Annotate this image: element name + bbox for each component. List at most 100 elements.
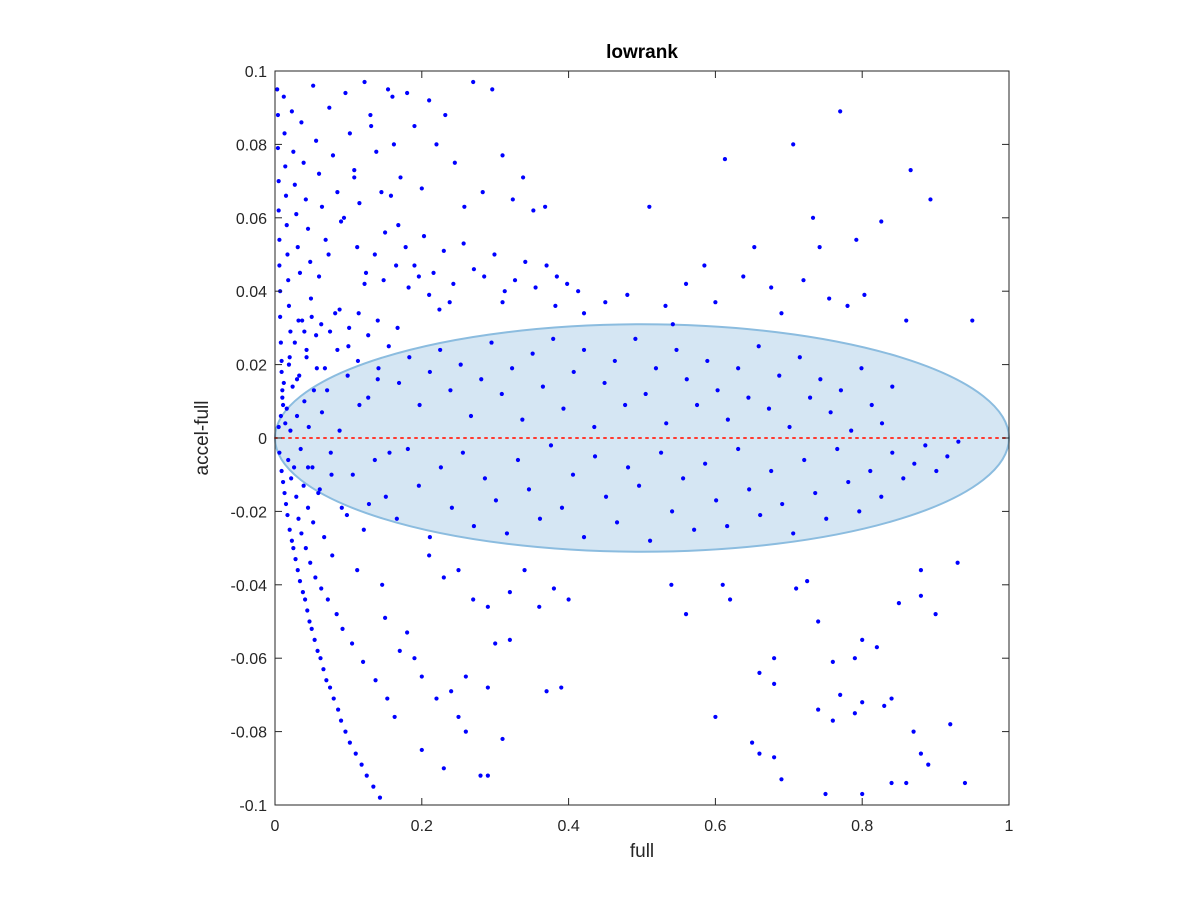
scatter-point: [311, 388, 317, 393]
scatter-point: [456, 568, 461, 573]
scatter-point: [385, 696, 390, 701]
scatter-point: [441, 766, 446, 771]
scatter-point: [934, 468, 939, 474]
scatter-point: [416, 483, 421, 488]
scatter-point: [388, 193, 394, 198]
scatter-point: [427, 98, 432, 103]
scatter-point: [926, 762, 931, 767]
scatter-point: [576, 289, 581, 294]
scatter-point: [327, 685, 333, 690]
scatter-point: [802, 457, 807, 463]
scatter-point: [544, 689, 549, 694]
scatter-point: [285, 252, 290, 257]
x-tick-label: 0.2: [411, 818, 433, 835]
scatter-point: [507, 590, 512, 595]
scatter-point: [502, 289, 507, 294]
scatter-point: [335, 190, 340, 195]
scatter-point: [277, 263, 282, 268]
scatter-point: [448, 388, 453, 393]
scatter-point: [566, 597, 571, 602]
scatter-point: [561, 406, 566, 411]
scatter-point: [427, 292, 432, 297]
scatter-point: [316, 171, 322, 176]
y-tick-label: -0.02: [231, 504, 268, 521]
scatter-point: [353, 751, 358, 756]
scatter-point: [335, 347, 340, 353]
scatter-point: [277, 237, 282, 242]
scatter-point: [288, 428, 293, 433]
scatter-point: [417, 402, 422, 408]
y-tick-label: 0.02: [236, 358, 267, 375]
scatter-point: [510, 197, 515, 202]
scatter-point: [294, 377, 300, 382]
scatter-point: [398, 175, 403, 180]
scatter-point: [471, 597, 476, 602]
scatter-point: [311, 520, 316, 525]
scatter-point: [362, 79, 367, 85]
scatter-point: [343, 729, 348, 734]
scatter-point: [684, 377, 689, 382]
scatter-point: [722, 156, 728, 162]
scatter-point: [780, 501, 785, 507]
scatter-point: [904, 780, 909, 786]
scatter-point: [366, 395, 371, 400]
scatter-point: [769, 285, 774, 290]
scatter-point: [551, 336, 556, 342]
scatter-point: [308, 560, 313, 565]
scatter-point: [279, 369, 284, 375]
scatter-point: [537, 604, 542, 609]
scatter-point: [293, 557, 298, 562]
scatter-point: [683, 281, 689, 286]
scatter-point: [285, 512, 290, 518]
scatter-point: [443, 112, 448, 118]
scatter-point: [309, 314, 314, 319]
scatter-point: [603, 300, 608, 305]
scatter-point: [918, 568, 924, 573]
scatter-point: [901, 476, 906, 481]
scatter-point: [275, 112, 281, 118]
scatter-point: [349, 641, 355, 646]
scatter-point: [319, 322, 324, 327]
scatter-point: [482, 476, 488, 481]
scatter-point: [756, 344, 761, 349]
scatter-point: [827, 296, 832, 301]
scatter-point: [713, 300, 718, 305]
scatter-point: [372, 457, 377, 463]
scatter-point: [290, 384, 295, 389]
scatter-point: [375, 318, 380, 323]
scatter-point: [462, 204, 467, 209]
scatter-point: [286, 362, 292, 367]
scatter-point: [736, 446, 741, 452]
scatter-point: [890, 450, 895, 455]
scatter-point: [321, 667, 326, 672]
scatter-point: [286, 457, 291, 463]
scatter-point: [559, 505, 565, 510]
scatter-point: [375, 377, 380, 382]
y-tick-label: -0.06: [231, 651, 268, 668]
scatter-point: [333, 311, 338, 316]
scatter-point: [282, 490, 287, 496]
scatter-point: [421, 234, 427, 239]
scatter-point: [294, 413, 300, 419]
scatter-points-layer: [275, 79, 975, 800]
x-tick-label: 0.4: [557, 818, 579, 835]
scatter-point: [383, 230, 388, 235]
scatter-point: [284, 223, 289, 228]
scatter-point: [359, 762, 364, 767]
scatter-point: [862, 292, 867, 297]
scatter-point: [350, 472, 355, 477]
scatter-point: [434, 696, 439, 701]
scatter-point: [391, 142, 397, 147]
y-tick-label: 0.04: [236, 284, 267, 301]
scatter-point: [419, 186, 424, 191]
scatter-point: [500, 153, 505, 158]
scatter-point: [818, 377, 823, 382]
scatter-point: [912, 461, 917, 466]
y-tick-label: 0.08: [236, 137, 267, 154]
scatter-point: [928, 197, 933, 202]
scatter-point: [341, 215, 347, 220]
scatter-point: [347, 740, 352, 745]
scatter-point: [603, 494, 609, 499]
scatter-point: [338, 219, 344, 224]
scatter-point: [314, 366, 319, 371]
